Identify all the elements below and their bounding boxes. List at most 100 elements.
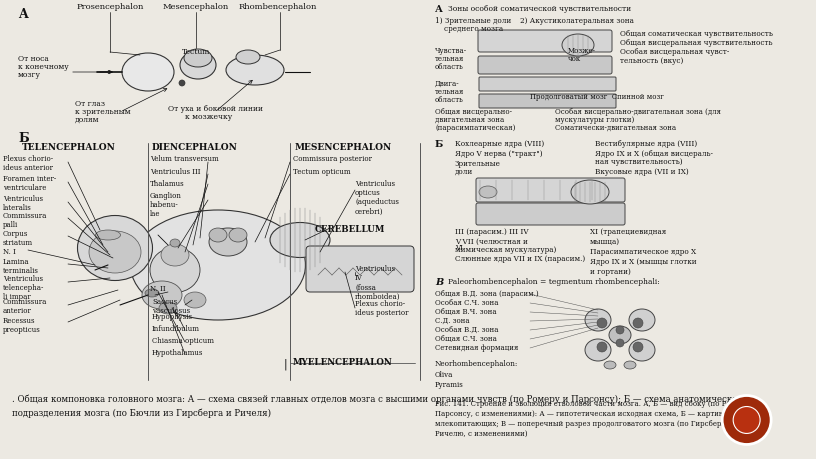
Text: XI (трапециевидная: XI (трапециевидная bbox=[590, 228, 666, 236]
Ellipse shape bbox=[236, 50, 260, 64]
Ellipse shape bbox=[95, 230, 121, 240]
Text: Hypothalamus: Hypothalamus bbox=[152, 349, 203, 357]
Text: TELENCEPHALON: TELENCEPHALON bbox=[22, 143, 116, 152]
Text: Recessus
preopticus: Recessus preopticus bbox=[3, 317, 41, 334]
Text: Б: Б bbox=[18, 132, 29, 145]
Text: Продолговатый мозг  Спинной мозг: Продолговатый мозг Спинной мозг bbox=[530, 93, 664, 101]
Text: Ядро V нерва ("тракт"): Ядро V нерва ("тракт") bbox=[455, 150, 543, 158]
Text: чок: чок bbox=[568, 55, 581, 63]
Text: Commissura
anterior: Commissura anterior bbox=[3, 298, 47, 315]
Circle shape bbox=[597, 342, 607, 352]
Text: N. I: N. I bbox=[3, 248, 16, 256]
Ellipse shape bbox=[145, 289, 159, 297]
Ellipse shape bbox=[209, 228, 227, 242]
Text: Hypophysis: Hypophysis bbox=[152, 313, 193, 321]
Circle shape bbox=[633, 318, 643, 328]
Ellipse shape bbox=[184, 292, 206, 308]
Text: Foramen inter-
ventriculare: Foramen inter- ventriculare bbox=[3, 175, 56, 192]
Ellipse shape bbox=[609, 326, 631, 344]
Text: От глаз: От глаз bbox=[75, 100, 105, 108]
Text: Paleorhombencephalon = tegmentum rhombencephali:: Paleorhombencephalon = tegmentum rhomben… bbox=[448, 278, 660, 286]
Ellipse shape bbox=[159, 302, 177, 314]
Text: Commissura posterior: Commissura posterior bbox=[293, 155, 372, 163]
Text: Infundibulum: Infundibulum bbox=[152, 325, 200, 333]
Circle shape bbox=[616, 339, 624, 347]
Text: среднего мозга: среднего мозга bbox=[435, 25, 503, 33]
FancyBboxPatch shape bbox=[306, 246, 414, 292]
Text: Tectum: Tectum bbox=[182, 48, 211, 56]
Text: Ventriculus
telencepha-
li impar: Ventriculus telencepha- li impar bbox=[3, 275, 44, 302]
Ellipse shape bbox=[270, 223, 330, 257]
Ellipse shape bbox=[629, 309, 655, 331]
FancyBboxPatch shape bbox=[476, 178, 625, 202]
Text: VI: VI bbox=[455, 244, 463, 252]
Text: . Общая компоновка головного мозга: А — схема связей главных отделов мозга с выс: . Общая компоновка головного мозга: А — … bbox=[12, 395, 747, 404]
Text: Особая висцерально-двигательная зона (для: Особая висцерально-двигательная зона (дл… bbox=[555, 108, 721, 116]
Text: Rhombencephalon: Rhombencephalon bbox=[239, 3, 317, 11]
Ellipse shape bbox=[131, 210, 305, 320]
Text: мимическая мускулатура): мимическая мускулатура) bbox=[455, 246, 557, 254]
Text: Сетевидная формация: Сетевидная формация bbox=[435, 344, 518, 352]
Text: Вестибулярные ядра (VIII): Вестибулярные ядра (VIII) bbox=[595, 140, 697, 148]
Text: Общая висцерально-: Общая висцерально- bbox=[435, 108, 512, 116]
Circle shape bbox=[633, 342, 643, 352]
Text: Commissura
palli: Commissura palli bbox=[3, 212, 47, 229]
Text: и гортани): и гортани) bbox=[590, 268, 631, 276]
Text: Plexus chorio-
ideus anterior: Plexus chorio- ideus anterior bbox=[3, 155, 53, 172]
Text: (парасимпатическая): (парасимпатическая) bbox=[435, 124, 516, 132]
Ellipse shape bbox=[585, 309, 611, 331]
Ellipse shape bbox=[229, 228, 247, 242]
Text: Общая соматическая чувствительность: Общая соматическая чувствительность bbox=[620, 30, 773, 38]
Text: Чувства-: Чувства- bbox=[435, 47, 467, 55]
Text: С.Д. зона: С.Д. зона bbox=[435, 317, 470, 325]
Ellipse shape bbox=[161, 244, 189, 266]
FancyBboxPatch shape bbox=[479, 77, 616, 91]
Ellipse shape bbox=[170, 239, 180, 247]
Circle shape bbox=[597, 318, 607, 328]
Text: мускулатуры глотки): мускулатуры глотки) bbox=[555, 116, 634, 124]
Ellipse shape bbox=[184, 49, 212, 67]
Circle shape bbox=[722, 396, 771, 444]
Text: Ричелю, с изменениями): Ричелю, с изменениями) bbox=[435, 430, 527, 438]
Text: область: область bbox=[435, 96, 463, 104]
Text: Зрительные: Зрительные bbox=[455, 160, 501, 168]
Text: Ventriculus
opticus
(aqueductus
cerebri): Ventriculus opticus (aqueductus cerebri) bbox=[355, 180, 399, 216]
FancyBboxPatch shape bbox=[478, 56, 612, 74]
Text: Ventriculus III: Ventriculus III bbox=[150, 168, 201, 176]
Text: CEREBELLUM: CEREBELLUM bbox=[315, 225, 385, 234]
Text: ная чувствительность): ная чувствительность) bbox=[595, 158, 683, 166]
Text: Зоны особой соматической чувствительности: Зоны особой соматической чувствительност… bbox=[448, 5, 631, 13]
Text: Tectum opticum: Tectum opticum bbox=[293, 168, 351, 176]
Ellipse shape bbox=[226, 55, 284, 85]
Text: |: | bbox=[284, 358, 287, 369]
Text: Общая В.Д. зона (парасим.): Общая В.Д. зона (парасим.) bbox=[435, 290, 539, 298]
Text: Mesencephalon: Mesencephalon bbox=[163, 3, 229, 11]
Ellipse shape bbox=[150, 247, 200, 292]
Text: 1) Зрительные доли: 1) Зрительные доли bbox=[435, 17, 512, 25]
Text: Общая висцеральная чувствительность: Общая висцеральная чувствительность bbox=[620, 39, 773, 47]
Text: Velum transversum: Velum transversum bbox=[150, 155, 219, 163]
Ellipse shape bbox=[624, 361, 636, 369]
Ellipse shape bbox=[78, 215, 153, 280]
Text: Слюнные ядра VII и IX (парасим.): Слюнные ядра VII и IX (парасим.) bbox=[455, 255, 585, 263]
Text: двигательная зона: двигательная зона bbox=[435, 116, 504, 124]
Text: Вкусовые ядра (VII и IX): Вкусовые ядра (VII и IX) bbox=[595, 168, 689, 176]
Text: От уха и боковой линии: От уха и боковой линии bbox=[168, 105, 263, 113]
Ellipse shape bbox=[479, 186, 497, 198]
Text: Pyramis: Pyramis bbox=[435, 381, 463, 389]
Text: Prosencephalon: Prosencephalon bbox=[77, 3, 144, 11]
Ellipse shape bbox=[180, 51, 216, 79]
Ellipse shape bbox=[142, 281, 182, 309]
Text: Corpus
striatum: Corpus striatum bbox=[3, 230, 33, 247]
Text: Рис. 141. Строение и эволюция стволовой части мозга. А, Б — вид сбоку (по Ромеру: Рис. 141. Строение и эволюция стволовой … bbox=[435, 400, 756, 408]
Text: к конечному: к конечному bbox=[18, 63, 69, 71]
Text: Двига-: Двига- bbox=[435, 80, 459, 88]
Ellipse shape bbox=[585, 339, 611, 361]
Text: Plexus chorio-
ideus posterior: Plexus chorio- ideus posterior bbox=[355, 300, 409, 317]
Text: DIENCEPHALON: DIENCEPHALON bbox=[152, 143, 238, 152]
Text: доли: доли bbox=[455, 168, 473, 176]
Text: V VII (челюстная и: V VII (челюстная и bbox=[455, 238, 528, 246]
Text: N. II: N. II bbox=[150, 285, 166, 293]
Text: подразделения мозга (по Бючли из Гирсберга и Ричеля): подразделения мозга (по Бючли из Гирсбер… bbox=[12, 408, 271, 418]
Text: Б: Б bbox=[435, 140, 443, 149]
